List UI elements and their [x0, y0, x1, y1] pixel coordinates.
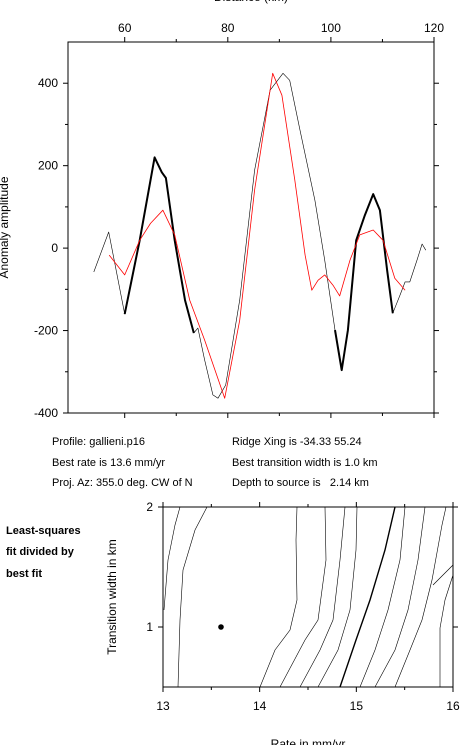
note-text: best fit: [6, 568, 42, 580]
info-text: Depth to source is 2.14 km: [232, 477, 369, 489]
data-line: [123, 156, 394, 372]
y-tick-label: 200: [38, 159, 58, 173]
y-tick-label: 400: [38, 76, 58, 90]
contour-line: [374, 506, 426, 688]
info-text: Profile: gallieni.p16: [52, 436, 145, 448]
y-tick-label: 2: [146, 500, 153, 514]
contour-line: [394, 506, 447, 688]
y-axis-label: Anomaly amplitude: [0, 176, 11, 278]
y-tick-label: 0: [51, 241, 58, 255]
x-tick-label: 60: [118, 21, 132, 35]
y-tick-label: -200: [34, 324, 58, 338]
data-line: [108, 72, 406, 399]
contours: [163, 506, 454, 688]
y-tick-label: 1: [146, 620, 153, 634]
info-text: Best transition width is 1.0 km: [232, 457, 378, 469]
info-text: Best rate is 13.6 mm/yr: [52, 457, 165, 469]
contour-line: [432, 564, 454, 586]
y-axis-label: Transition width in km: [105, 539, 119, 655]
x-tick-label: 15: [350, 699, 364, 713]
x-tick-label: 14: [253, 699, 267, 713]
contour-line: [163, 506, 181, 611]
x-tick-label: 80: [221, 21, 235, 35]
contour-line: [259, 506, 298, 688]
note-text: Least-squares: [6, 525, 81, 537]
contour-line: [317, 506, 358, 688]
contour-line: [339, 506, 396, 688]
x-tick-label: 16: [446, 699, 460, 713]
contour-line: [359, 506, 406, 688]
contour-line: [299, 506, 346, 688]
note-text: fit divided by: [6, 546, 75, 558]
info-text: Proj. Az: 355.0 deg. CW of N: [52, 477, 193, 489]
x-tick-label: 120: [424, 21, 444, 35]
x-axis-label: Distance (km): [214, 0, 288, 4]
plot-frame: [67, 41, 435, 414]
best-fit-point: [218, 624, 224, 630]
y-tick-label: -400: [34, 406, 58, 420]
info-text: Ridge Xing is -34.33 55.24: [232, 436, 362, 448]
contour-line: [439, 574, 454, 687]
x-axis-label: Rate in mm/yr: [271, 737, 346, 745]
x-tick-label: 13: [156, 699, 170, 713]
contour-line: [279, 506, 327, 688]
x-tick-label: 100: [321, 21, 341, 35]
contour-line: [177, 506, 208, 688]
